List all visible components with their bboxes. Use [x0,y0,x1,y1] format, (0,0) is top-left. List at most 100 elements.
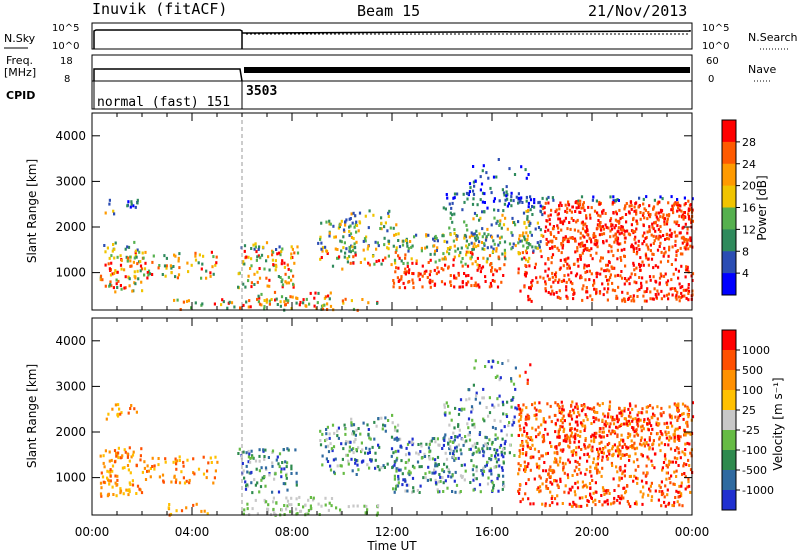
power-data-cell-485 [442,252,445,256]
vel-data-cell-861 [508,443,512,447]
vel-data-cell-444 [382,423,385,427]
power-data-cell-588 [424,246,427,250]
power-data-cell-449 [352,211,355,215]
power-data-cell-1177 [548,222,552,226]
velocity-colorbar-swatch-7 [722,470,736,491]
power-data-cell-641 [463,236,466,240]
power-data-cell-1573 [525,271,528,275]
vel-data-cell-1516 [589,465,592,469]
power-data-cell-489 [481,247,484,251]
vel-data-cell-1395 [636,413,639,417]
nave-tick-top: 60 [706,56,719,67]
vel-data-cell-1168 [542,469,545,473]
power-data-cell-1168 [576,259,579,263]
power-data-cell-1652 [559,220,562,224]
vel-data-cell-1518 [641,407,644,411]
vel-data-cell-739 [491,481,494,485]
power-data-cell-1286 [671,245,674,249]
freq-label: Freq. [6,54,33,67]
power-data-cell-1510 [598,202,601,206]
vel-data-cell-1464 [553,497,557,501]
vel-data-cell-148 [153,467,156,471]
vel-data-cell-1181 [569,441,572,445]
vel-data-cell-221 [282,448,285,452]
vel-data-cell-476 [401,472,404,476]
vel-data-cell-1365 [607,449,610,453]
vel-data-cell-453 [396,456,399,460]
power-data-cell-119 [161,273,164,276]
power-data-cell-871 [473,211,477,215]
vel-data-cell-1588 [564,462,567,466]
power-data-cell-897 [557,230,560,234]
vel-data-cell-499 [455,483,459,487]
power-data-cell-1822 [600,228,603,232]
power-data-cell-826 [520,239,523,243]
vel-data-cell-118 [178,459,181,462]
vel-data-cell-834 [442,443,445,447]
power-data-cell-483 [483,247,486,251]
power-data-cell-1552 [678,282,681,286]
vel-data-cell-1003 [531,426,534,430]
vel-data-cell-5 [111,464,115,468]
power-data-cell-430 [349,261,352,265]
vel-data-cell-1324 [559,456,562,460]
power-data-cell-1410 [527,209,530,213]
power-data-cell-1098 [691,208,694,212]
vel-data-cell-1029 [640,452,643,456]
power-data-cell-895 [565,288,568,292]
velocity-colorbar-tick-label-6: -500 [742,464,767,477]
vel-data-cell-803 [445,401,448,405]
vel-data-cell-312 [275,501,278,505]
vel-data-cell-1468 [664,484,667,488]
vel-data-cell-1567 [675,469,678,473]
vel-data-cell-740 [422,476,425,480]
power-data-cell-1384 [654,293,657,296]
power-data-cell-1040 [660,274,663,278]
power-data-cell-197 [265,241,269,245]
vel-data-cell-436 [350,457,353,461]
vel-data-cell-1769 [684,442,687,446]
vel-data-cell-741 [490,469,493,473]
power-data-cell-1102 [626,291,629,295]
vel-data-cell-114 [202,455,205,459]
vel-data-cell-574 [401,483,404,487]
vel-data-cell-136 [170,480,173,484]
power-data-cell-782 [462,192,465,196]
power-data-cell-969 [575,220,578,224]
vel-data-cell-366 [347,440,350,444]
power-data-cell-810 [495,249,498,253]
vel-data-cell-155 [216,460,219,464]
power-data-cell-1011 [582,206,585,210]
vel-data-cell-1229 [578,463,581,466]
power-data-cell-1879 [228,300,231,304]
vel-data-cell-870 [449,445,452,449]
power-data-cell-756 [510,247,513,251]
vel-data-cell-1448 [517,462,520,466]
power-data-cell-1198 [552,292,555,296]
power-data-cell-695 [412,272,415,276]
power-data-cell-700 [436,239,439,243]
power-data-cell-690 [412,281,415,285]
power-data-cell-891 [566,207,569,211]
power-data-cell-1078 [547,240,550,244]
vel-data-cell-710 [394,460,397,464]
vel-data-cell-1341 [521,433,524,437]
vel-data-cell-211 [254,483,257,487]
vel-data-cell-15 [123,466,126,470]
power-data-cell-606 [465,239,468,243]
vel-data-cell-1089 [684,448,687,451]
power-data-cell-652 [492,247,495,251]
power-data-cell-668 [493,279,496,283]
vel-data-cell-151 [214,455,217,459]
power-data-cell-622 [429,258,432,262]
power-data-cell-1105 [567,203,570,207]
vel-data-cell-1865 [266,511,269,515]
power-data-cell-572 [468,243,471,247]
power-data-cell-1479 [648,225,651,229]
power-data-cell-102 [127,200,130,204]
power-data-cell-781 [470,234,473,238]
vel-data-cell-1209 [521,448,524,451]
power-data-cell-959 [539,228,542,232]
vel-data-cell-29 [125,488,128,492]
vel-data-cell-1195 [660,504,663,508]
